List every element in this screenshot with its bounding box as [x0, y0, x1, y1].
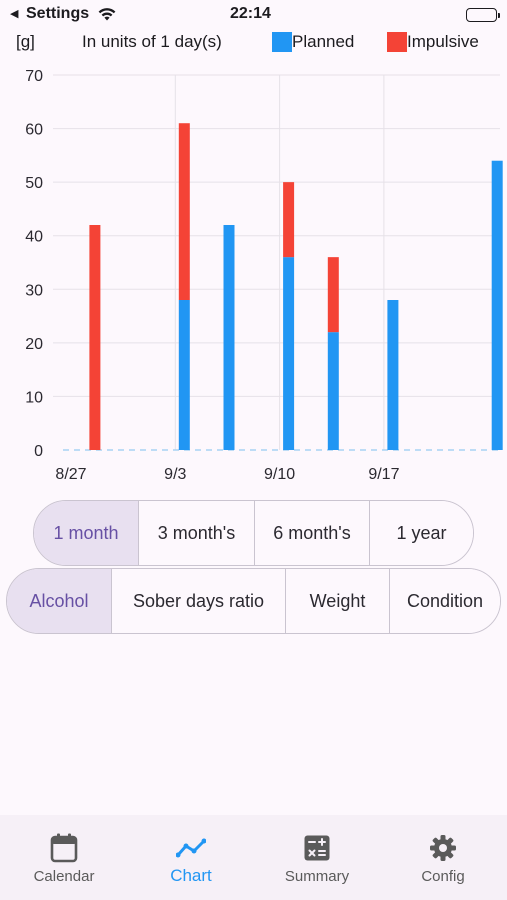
chart-legend-row: [g] In units of 1 day(s) Planned Impulsi…: [0, 31, 507, 53]
back-arrow-icon[interactable]: ◀: [10, 8, 19, 20]
calendar-icon: [50, 833, 78, 863]
metric-option-2[interactable]: Weight: [286, 569, 390, 633]
range-option-2[interactable]: 6 month's: [255, 501, 370, 565]
back-to-settings-link[interactable]: Settings: [26, 5, 90, 22]
nav-calendar[interactable]: Calendar: [1, 815, 127, 900]
x-tick-label: 9/17: [368, 466, 399, 483]
y-tick-label: 20: [25, 336, 43, 353]
nav-chart[interactable]: Chart: [128, 815, 254, 900]
status-bar: ◀ Settings 22:14: [0, 0, 507, 30]
wifi-icon: [97, 6, 117, 27]
unit-label: [g]: [16, 32, 35, 51]
y-tick-label: 50: [25, 175, 43, 192]
alcohol-bar-chart: 0 10 20 30 40 50 60 70 8/27 9/3 9/10 9/17: [25, 68, 503, 483]
nav-label-calendar: Calendar: [33, 868, 95, 885]
bottom-navigation: Calendar Chart: [0, 815, 507, 900]
bar-planned: [491, 160, 503, 450]
range-option-0[interactable]: 1 month: [34, 501, 139, 565]
y-tick-label: 30: [25, 282, 43, 299]
legend-swatch-planned: [272, 32, 292, 52]
bar-planned: [327, 332, 339, 450]
range-option-1[interactable]: 3 month's: [139, 501, 255, 565]
bar-impulsive: [283, 182, 295, 258]
metric-option-3[interactable]: Condition: [390, 569, 500, 633]
nav-config[interactable]: Config: [380, 815, 506, 900]
bar-planned: [223, 225, 235, 450]
range-segmented-control: 1 month 3 month's 6 month's 1 year: [33, 500, 474, 566]
bar-impulsive: [178, 123, 190, 300]
clock: 22:14: [230, 5, 271, 22]
legend-item-impulsive: Impulsive: [387, 32, 479, 52]
legend-label-planned: Planned: [292, 32, 355, 51]
metric-option-1[interactable]: Sober days ratio: [112, 569, 286, 633]
metric-option-0[interactable]: Alcohol: [7, 569, 112, 633]
bar-planned: [178, 300, 190, 450]
gear-icon: [429, 833, 457, 863]
x-tick-label: 9/3: [164, 466, 186, 483]
chart-line-icon: [176, 833, 206, 863]
legend-swatch-impulsive: [387, 32, 407, 52]
bar-planned: [387, 300, 399, 450]
range-option-3[interactable]: 1 year: [370, 501, 473, 565]
y-tick-label: 60: [25, 122, 43, 139]
nav-label-summary: Summary: [284, 868, 350, 885]
nav-label-config: Config: [421, 868, 465, 885]
legend-item-planned: Planned: [272, 32, 354, 52]
bar-impulsive: [327, 257, 339, 333]
battery-icon: [466, 8, 500, 22]
y-tick-label: 70: [25, 68, 43, 85]
nav-label-chart: Chart: [170, 866, 212, 885]
x-tick-label: 9/10: [264, 466, 295, 483]
interval-label: In units of 1 day(s): [82, 32, 222, 51]
x-tick-label: 8/27: [55, 466, 86, 483]
y-tick-label: 40: [25, 229, 43, 246]
nav-summary[interactable]: Summary: [254, 815, 380, 900]
y-tick-label: 10: [25, 389, 43, 406]
y-tick-label: 0: [34, 443, 43, 460]
calculator-icon: [304, 833, 330, 863]
bar-planned: [283, 257, 295, 450]
legend-label-impulsive: Impulsive: [407, 32, 479, 51]
metric-segmented-control: Alcohol Sober days ratio Weight Condition: [6, 568, 501, 634]
bar-impulsive: [89, 225, 101, 450]
